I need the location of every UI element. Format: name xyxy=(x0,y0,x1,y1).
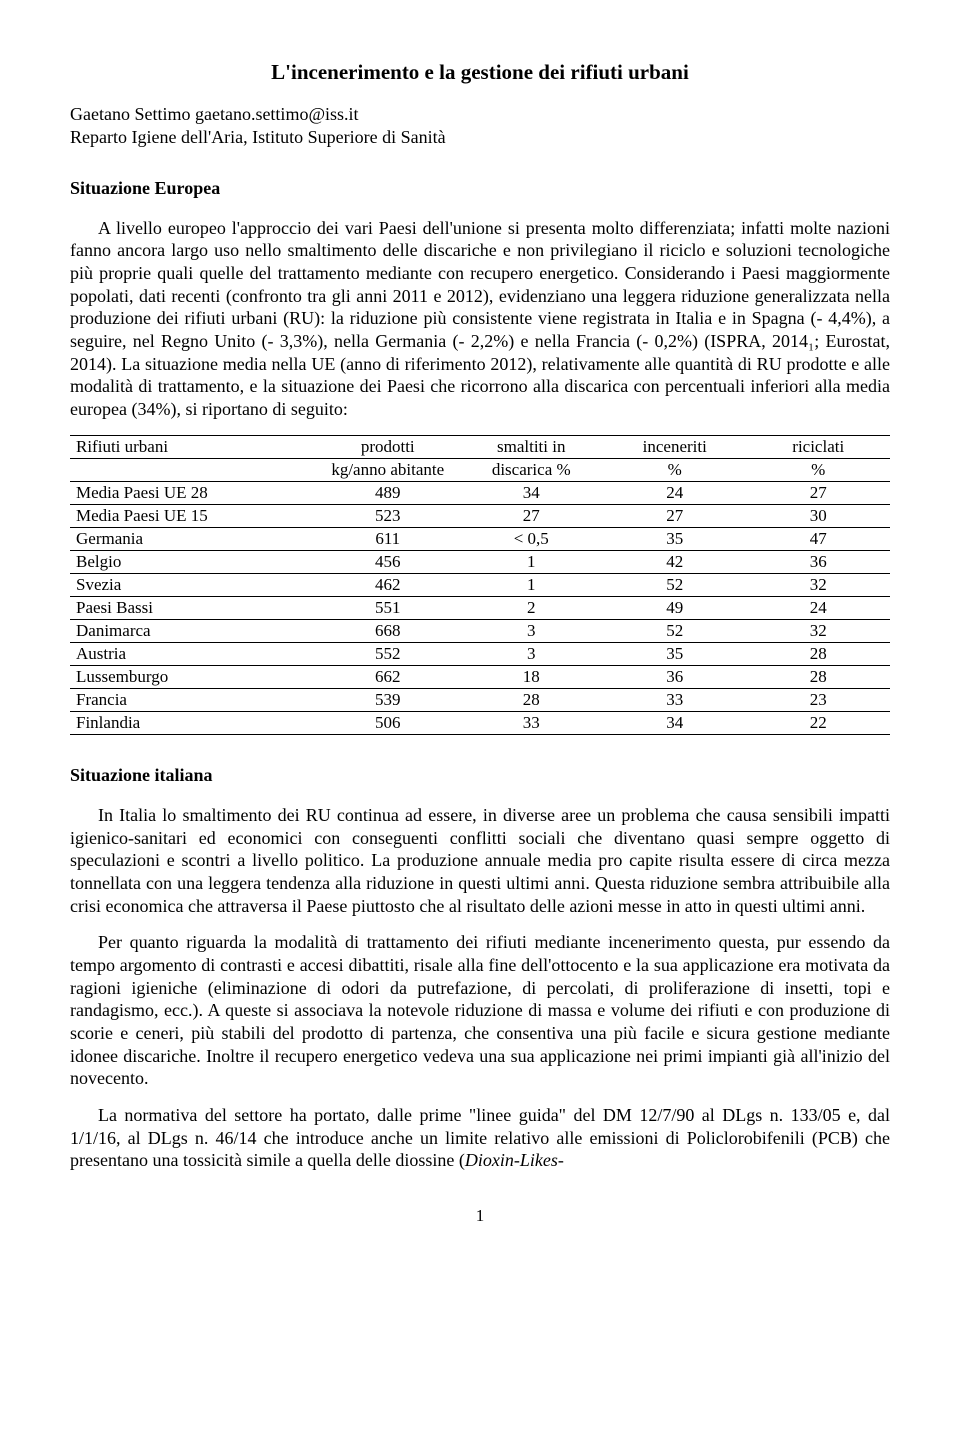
table-cell: 552 xyxy=(316,642,460,665)
table-cell: 28 xyxy=(460,688,604,711)
table-cell: 28 xyxy=(747,665,891,688)
table-cell: Media Paesi UE 15 xyxy=(70,504,316,527)
table-row: Belgio45614236 xyxy=(70,550,890,573)
table-cell: 489 xyxy=(316,481,460,504)
table-cell: 36 xyxy=(747,550,891,573)
col-header-smaltiti: smaltiti in xyxy=(460,435,604,458)
section-heading-italy: Situazione italiana xyxy=(70,765,890,786)
paragraph-italy-1: In Italia lo smaltimento dei RU continua… xyxy=(70,804,890,917)
table-row: Svezia46215232 xyxy=(70,573,890,596)
author-name: Gaetano Settimo gaetano.settimo@iss.it xyxy=(70,103,890,126)
table-cell: 668 xyxy=(316,619,460,642)
table-subheader-row: kg/anno abitante discarica % % % xyxy=(70,458,890,481)
table-cell: 33 xyxy=(603,688,747,711)
table-cell: Media Paesi UE 28 xyxy=(70,481,316,504)
table-cell: 34 xyxy=(460,481,604,504)
col-subheader-smaltiti: discarica % xyxy=(460,458,604,481)
table-cell: 523 xyxy=(316,504,460,527)
col-subheader-prodotti: kg/anno abitante xyxy=(316,458,460,481)
table-cell: Austria xyxy=(70,642,316,665)
table-cell: 34 xyxy=(603,711,747,734)
table-cell: 36 xyxy=(603,665,747,688)
table-cell: 33 xyxy=(460,711,604,734)
table-row: Lussemburgo662183628 xyxy=(70,665,890,688)
waste-table: Rifiuti urbani prodotti smaltiti in ince… xyxy=(70,435,890,735)
table-header-row: Rifiuti urbani prodotti smaltiti in ince… xyxy=(70,435,890,458)
table-cell: 47 xyxy=(747,527,891,550)
table-cell: 52 xyxy=(603,619,747,642)
table-cell: 24 xyxy=(747,596,891,619)
table-cell: Svezia xyxy=(70,573,316,596)
table-cell: 456 xyxy=(316,550,460,573)
table-cell: 49 xyxy=(603,596,747,619)
table-cell: 539 xyxy=(316,688,460,711)
author-block: Gaetano Settimo gaetano.settimo@iss.it R… xyxy=(70,103,890,150)
table-cell: 3 xyxy=(460,642,604,665)
table-cell: 662 xyxy=(316,665,460,688)
table-row: Media Paesi UE 28489342427 xyxy=(70,481,890,504)
table-cell: 22 xyxy=(747,711,891,734)
col-subheader-inceneriti: % xyxy=(603,458,747,481)
paragraph-europe-1: A livello europeo l'approccio dei vari P… xyxy=(70,217,890,421)
table-cell: 27 xyxy=(460,504,604,527)
col-header-rifiuti: Rifiuti urbani xyxy=(70,435,316,458)
table-row: Francia539283323 xyxy=(70,688,890,711)
table-cell: 24 xyxy=(603,481,747,504)
table-row: Media Paesi UE 15523272730 xyxy=(70,504,890,527)
table-row: Germania611< 0,53547 xyxy=(70,527,890,550)
page: L'incenerimento e la gestione dei rifiut… xyxy=(0,0,960,1266)
table-cell: 2 xyxy=(460,596,604,619)
table-cell: 32 xyxy=(747,573,891,596)
page-number: 1 xyxy=(70,1206,890,1226)
col-subheader-riciclati: % xyxy=(747,458,891,481)
table-cell: 3 xyxy=(460,619,604,642)
col-header-prodotti: prodotti xyxy=(316,435,460,458)
italic-term: Dioxin-Likes- xyxy=(465,1150,564,1170)
table-cell: Lussemburgo xyxy=(70,665,316,688)
table-cell: 28 xyxy=(747,642,891,665)
table-cell: 611 xyxy=(316,527,460,550)
table-cell: Francia xyxy=(70,688,316,711)
table-cell: < 0,5 xyxy=(460,527,604,550)
table-row: Austria55233528 xyxy=(70,642,890,665)
table-cell: 551 xyxy=(316,596,460,619)
table-cell: 506 xyxy=(316,711,460,734)
table-cell: Danimarca xyxy=(70,619,316,642)
table-cell: 27 xyxy=(603,504,747,527)
table-cell: 32 xyxy=(747,619,891,642)
table-cell: Germania xyxy=(70,527,316,550)
table-cell: 35 xyxy=(603,527,747,550)
section-heading-europe: Situazione Europea xyxy=(70,178,890,199)
table-cell: Paesi Bassi xyxy=(70,596,316,619)
paragraph-italy-3: La normativa del settore ha portato, dal… xyxy=(70,1104,890,1172)
table-cell: 1 xyxy=(460,573,604,596)
col-header-inceneriti: inceneriti xyxy=(603,435,747,458)
table-cell: 23 xyxy=(747,688,891,711)
document-title: L'incenerimento e la gestione dei rifiut… xyxy=(70,60,890,85)
paragraph-italy-2: Per quanto riguarda la modalità di tratt… xyxy=(70,931,890,1090)
table-cell: 42 xyxy=(603,550,747,573)
table-cell: 18 xyxy=(460,665,604,688)
table-cell: 35 xyxy=(603,642,747,665)
table-row: Danimarca66835232 xyxy=(70,619,890,642)
col-header-riciclati: riciclati xyxy=(747,435,891,458)
table-cell: Finlandia xyxy=(70,711,316,734)
table-cell: 1 xyxy=(460,550,604,573)
table-cell: 30 xyxy=(747,504,891,527)
table-cell: 27 xyxy=(747,481,891,504)
table-cell: Belgio xyxy=(70,550,316,573)
author-affiliation: Reparto Igiene dell'Aria, Istituto Super… xyxy=(70,126,890,149)
table-cell: 52 xyxy=(603,573,747,596)
table-cell: 462 xyxy=(316,573,460,596)
table-row: Finlandia506333422 xyxy=(70,711,890,734)
table-row: Paesi Bassi55124924 xyxy=(70,596,890,619)
